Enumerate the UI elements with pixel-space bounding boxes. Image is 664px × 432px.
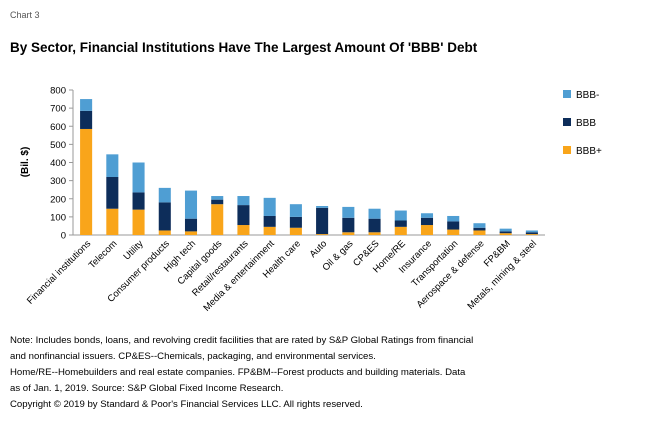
bar-segment-bbb-minusplus [420, 225, 434, 235]
legend-swatch [563, 118, 571, 126]
bar-segment-bbb-minusplus [263, 226, 276, 235]
x-tick-label: Auto [308, 238, 330, 260]
bar-segment-bbb [316, 207, 329, 235]
bar-segment-bbb-minusplus [289, 227, 302, 235]
notes-block: Note: Includes bonds, loans, and revolvi… [10, 333, 610, 413]
bar-segment-bbb [263, 215, 276, 227]
bar-segment-bbb [184, 218, 198, 232]
chart-title: By Sector, Financial Institutions Have T… [10, 40, 478, 55]
bar-segment-bbb-minusplus [184, 231, 198, 235]
bar-segment-bbb-minus [316, 206, 329, 208]
y-tick-label: 0 [61, 231, 66, 242]
bar-segment-bbb [394, 220, 407, 227]
bar-segment-bbb-minus [132, 162, 145, 193]
bar-segment-bbb-minus [473, 223, 486, 228]
bar-segment-bbb-minus [368, 208, 381, 219]
bar-segment-bbb-minus [525, 230, 538, 233]
bar-segment-bbb-minusplus [80, 128, 93, 235]
y-tick-label: 700 [50, 104, 66, 115]
bar-segment-bbb-minus [289, 204, 302, 217]
bar-segment-bbb [525, 232, 538, 235]
bar-segment-bbb-minusplus [368, 232, 381, 235]
x-tick-label: Financial institutions [25, 238, 93, 306]
bar-segment-bbb [473, 227, 486, 231]
bar-segment-bbb-minusplus [316, 234, 329, 235]
bar-segment-bbb-minusplus [342, 232, 355, 235]
bar-segment-bbb [106, 177, 119, 209]
note-line: and nonfinancial issuers. CP&ES--Chemica… [10, 351, 376, 362]
bar-segment-bbb-minus [499, 228, 512, 232]
y-tick-label: 300 [50, 176, 66, 187]
chart-number-label: Chart 3 [10, 10, 40, 20]
bar-segment-bbb [132, 192, 145, 210]
bar-segment-bbb [211, 199, 224, 205]
legend-label: BBB- [576, 90, 599, 101]
bar-segment-bbb-minusplus [132, 209, 145, 235]
bar-segment-bbb-minusplus [499, 233, 512, 235]
bar-segment-bbb [289, 216, 302, 228]
x-tick-label: Telecom [87, 238, 120, 271]
bar-segment-bbb [447, 221, 460, 230]
bar-segment-bbb-minusplus [237, 225, 250, 235]
bar-segment-bbb [499, 231, 512, 234]
legend-swatch [563, 146, 571, 154]
bar-segment-bbb-minus [184, 190, 198, 219]
bar-segment-bbb-minusplus [106, 208, 119, 235]
bar-segment-bbb-minus [80, 99, 93, 111]
bar-segment-bbb [237, 205, 250, 226]
bar-segment-bbb [158, 202, 171, 231]
bar-segment-bbb-minusplus [158, 230, 171, 235]
bar-segment-bbb-minus [237, 196, 250, 206]
note-line: Copyright © 2019 by Standard & Poor's Fi… [10, 399, 363, 410]
bar-segment-bbb-minusplus [394, 226, 407, 235]
bar-segment-bbb-minusplus [473, 230, 486, 235]
note-line: Note: Includes bonds, loans, and revolvi… [10, 335, 474, 346]
bar-segment-bbb-minusplus [211, 204, 224, 235]
bar-segment-bbb [368, 218, 381, 233]
bar-segment-bbb-minus [394, 210, 407, 221]
y-tick-label: 100 [50, 212, 66, 223]
y-tick-label: 200 [50, 194, 66, 205]
bar-segment-bbb-minus [106, 154, 119, 177]
legend-label: BBB+ [576, 146, 602, 157]
legend-swatch [563, 90, 571, 98]
bar-segment-bbb [420, 217, 434, 226]
bar-segment-bbb [342, 217, 355, 233]
bar-segment-bbb-minusplus [525, 234, 538, 235]
y-tick-label: 800 [50, 86, 66, 97]
bar-segment-bbb-minus [342, 206, 355, 218]
legend-label: BBB [576, 118, 596, 129]
y-tick-label: 400 [50, 158, 66, 169]
bar-segment-bbb-minus [263, 197, 276, 216]
bar-segment-bbb-minus [158, 187, 171, 203]
y-axis-title: (Bil. $) [20, 147, 31, 178]
bar-segment-bbb-minus [447, 215, 460, 222]
note-line: Home/RE--Homebuilders and real estate co… [10, 367, 466, 378]
bar-segment-bbb-minusplus [447, 229, 460, 235]
bar-segment-bbb [80, 110, 93, 129]
bar-segment-bbb-minus [211, 196, 224, 200]
y-tick-label: 500 [50, 140, 66, 151]
stacked-bar-chart: 0 100 200 300 400 500 600 700 800 Financial inst… [20, 86, 602, 314]
note-line: as of Jan. 1, 2019. Source: S&P Global F… [10, 383, 284, 394]
bar-segment-bbb-minus [420, 213, 434, 218]
y-tick-label: 600 [50, 122, 66, 133]
